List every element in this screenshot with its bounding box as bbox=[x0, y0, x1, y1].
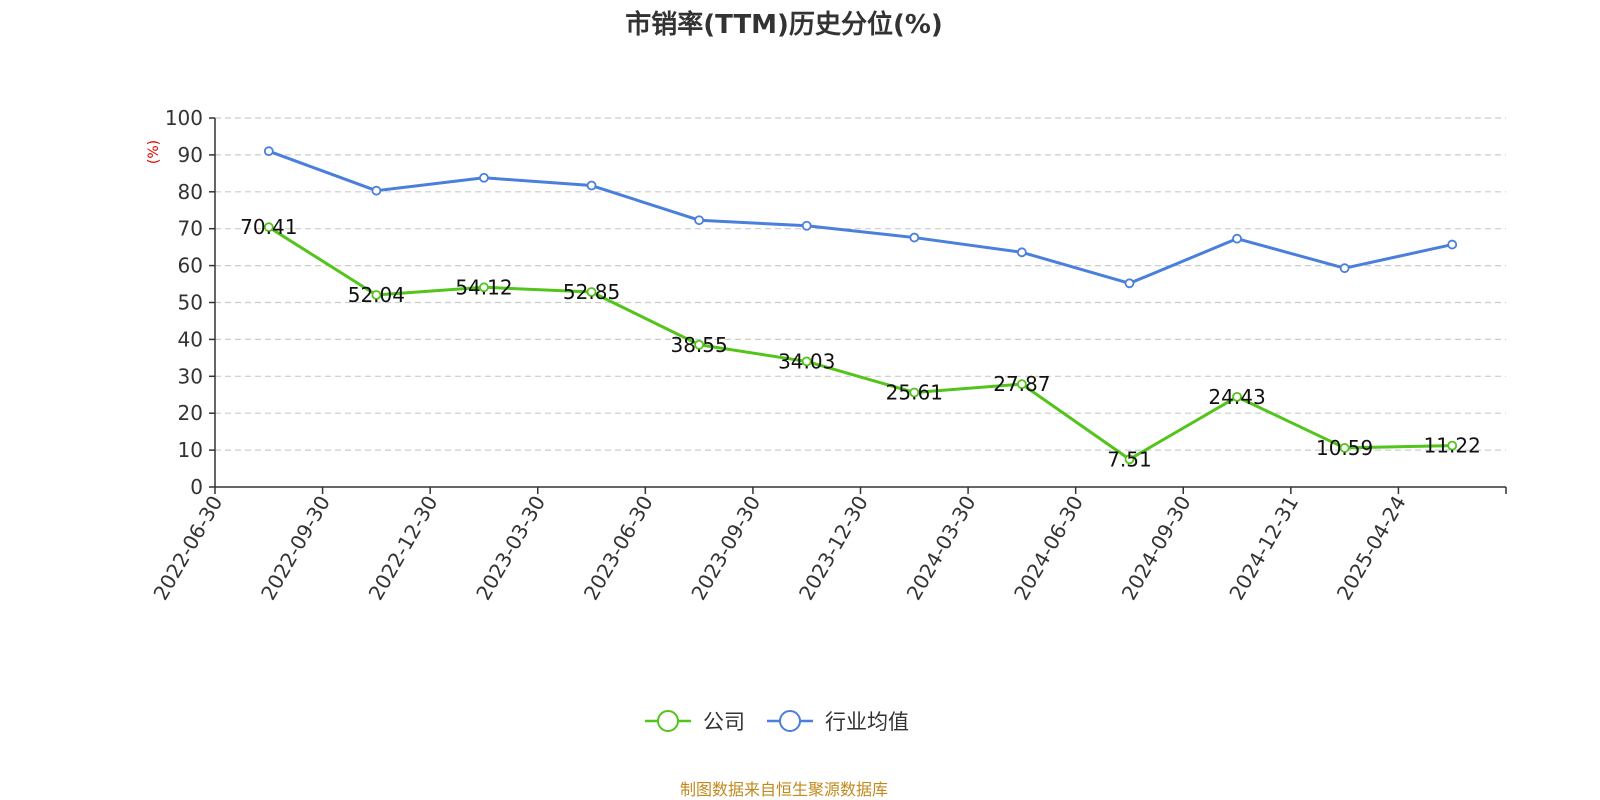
x-tick-label: 2024-06-30 bbox=[1009, 492, 1088, 605]
series-lines bbox=[263, 146, 1458, 465]
x-tick-label: 2023-03-30 bbox=[471, 492, 550, 605]
x-tick-label: 2024-03-30 bbox=[902, 491, 981, 604]
legend[interactable]: 公司 行业均值 bbox=[645, 710, 909, 734]
data-point[interactable] bbox=[263, 146, 274, 157]
x-tick-label: 2024-12-31 bbox=[1224, 492, 1303, 605]
data-point[interactable] bbox=[694, 215, 705, 226]
data-point[interactable] bbox=[586, 287, 597, 297]
data-label: 52.85 bbox=[563, 280, 620, 304]
x-tick-label: 2022-12-30 bbox=[364, 491, 443, 604]
legend-item[interactable]: 行业均值 bbox=[767, 710, 909, 734]
data-point[interactable] bbox=[1339, 263, 1350, 274]
grid-lines bbox=[215, 117, 1506, 451]
data-label: 11.22 bbox=[1424, 434, 1481, 458]
data-label: 25.61 bbox=[886, 380, 943, 404]
data-label: 7.51 bbox=[1107, 447, 1152, 471]
data-point[interactable] bbox=[1016, 247, 1027, 258]
x-tick-label: 2023-06-30 bbox=[579, 492, 658, 605]
series-line bbox=[268, 149, 1453, 285]
legend-label: 公司 bbox=[703, 710, 745, 734]
y-tick-label: 30 bbox=[178, 364, 203, 388]
data-point[interactable] bbox=[1339, 443, 1350, 453]
data-point[interactable] bbox=[1232, 233, 1242, 244]
chart-title: 市销率(TTM)历史分位(%) bbox=[625, 9, 943, 40]
y-tick-label: 20 bbox=[178, 401, 203, 425]
y-tick-label: 80 bbox=[178, 180, 203, 204]
data-point[interactable] bbox=[909, 232, 920, 243]
y-tick-label: 10 bbox=[178, 438, 203, 462]
data-label: 10.59 bbox=[1316, 436, 1373, 460]
data-point[interactable] bbox=[909, 387, 920, 398]
data-point[interactable] bbox=[1447, 440, 1458, 451]
x-tick-label: 2024-09-30 bbox=[1117, 492, 1196, 605]
legend-label: 行业均值 bbox=[825, 710, 909, 734]
data-label: 70.41 bbox=[240, 215, 297, 239]
data-label: 27.87 bbox=[993, 372, 1050, 396]
data-point[interactable] bbox=[479, 282, 489, 293]
data-point[interactable] bbox=[1016, 379, 1027, 390]
data-point[interactable] bbox=[1232, 391, 1242, 402]
y-tick-label: 70 bbox=[178, 217, 203, 241]
data-label: 54.12 bbox=[455, 275, 512, 299]
data-point[interactable] bbox=[479, 172, 489, 183]
data-label: 52.04 bbox=[348, 283, 405, 307]
legend-marker-icon bbox=[779, 710, 801, 732]
data-point[interactable] bbox=[263, 222, 274, 233]
data-point[interactable] bbox=[1447, 239, 1458, 250]
data-point[interactable] bbox=[694, 339, 705, 350]
data-point[interactable] bbox=[801, 220, 812, 231]
y-axis-label: (%) bbox=[146, 140, 162, 164]
source-note: 制图数据来自恒生聚源数据库 bbox=[680, 780, 888, 799]
data-label: 24.43 bbox=[1208, 385, 1265, 409]
series-line bbox=[267, 225, 1453, 461]
data-point[interactable] bbox=[1124, 454, 1135, 465]
data-label: 38.55 bbox=[670, 333, 727, 357]
y-tick-label: 0 bbox=[190, 475, 203, 499]
y-tick-label: 40 bbox=[178, 327, 203, 351]
data-point[interactable] bbox=[371, 290, 382, 300]
x-tick-label: 2023-09-30 bbox=[686, 492, 765, 605]
data-point[interactable] bbox=[1124, 278, 1135, 289]
legend-marker-icon bbox=[657, 710, 679, 732]
data-point[interactable] bbox=[586, 180, 597, 191]
y-tick-label: 60 bbox=[178, 254, 203, 278]
y-tick-label: 50 bbox=[178, 291, 203, 315]
x-tick-label: 2022-09-30 bbox=[256, 492, 335, 605]
legend-item[interactable]: 公司 bbox=[645, 710, 745, 734]
x-tick-label: 2023-12-30 bbox=[794, 492, 873, 605]
data-labels: 70.41 52.04 54.12 52.85 38.55 34.03 25.61 27.87… bbox=[240, 215, 1481, 471]
data-point[interactable] bbox=[371, 185, 382, 196]
data-label: 34.03 bbox=[778, 349, 835, 373]
data-point[interactable] bbox=[801, 356, 812, 367]
x-tick-label: 2025-04-24 bbox=[1332, 492, 1411, 605]
x-tick-label: 2022-06-30 bbox=[148, 492, 227, 605]
y-tick-label: 100 bbox=[165, 106, 203, 130]
y-tick-label: 90 bbox=[178, 143, 203, 167]
